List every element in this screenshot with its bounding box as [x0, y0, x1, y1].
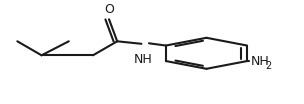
Text: O: O: [104, 3, 114, 16]
Text: 2: 2: [265, 61, 271, 71]
Text: NH: NH: [251, 54, 269, 67]
Text: NH: NH: [133, 53, 152, 66]
